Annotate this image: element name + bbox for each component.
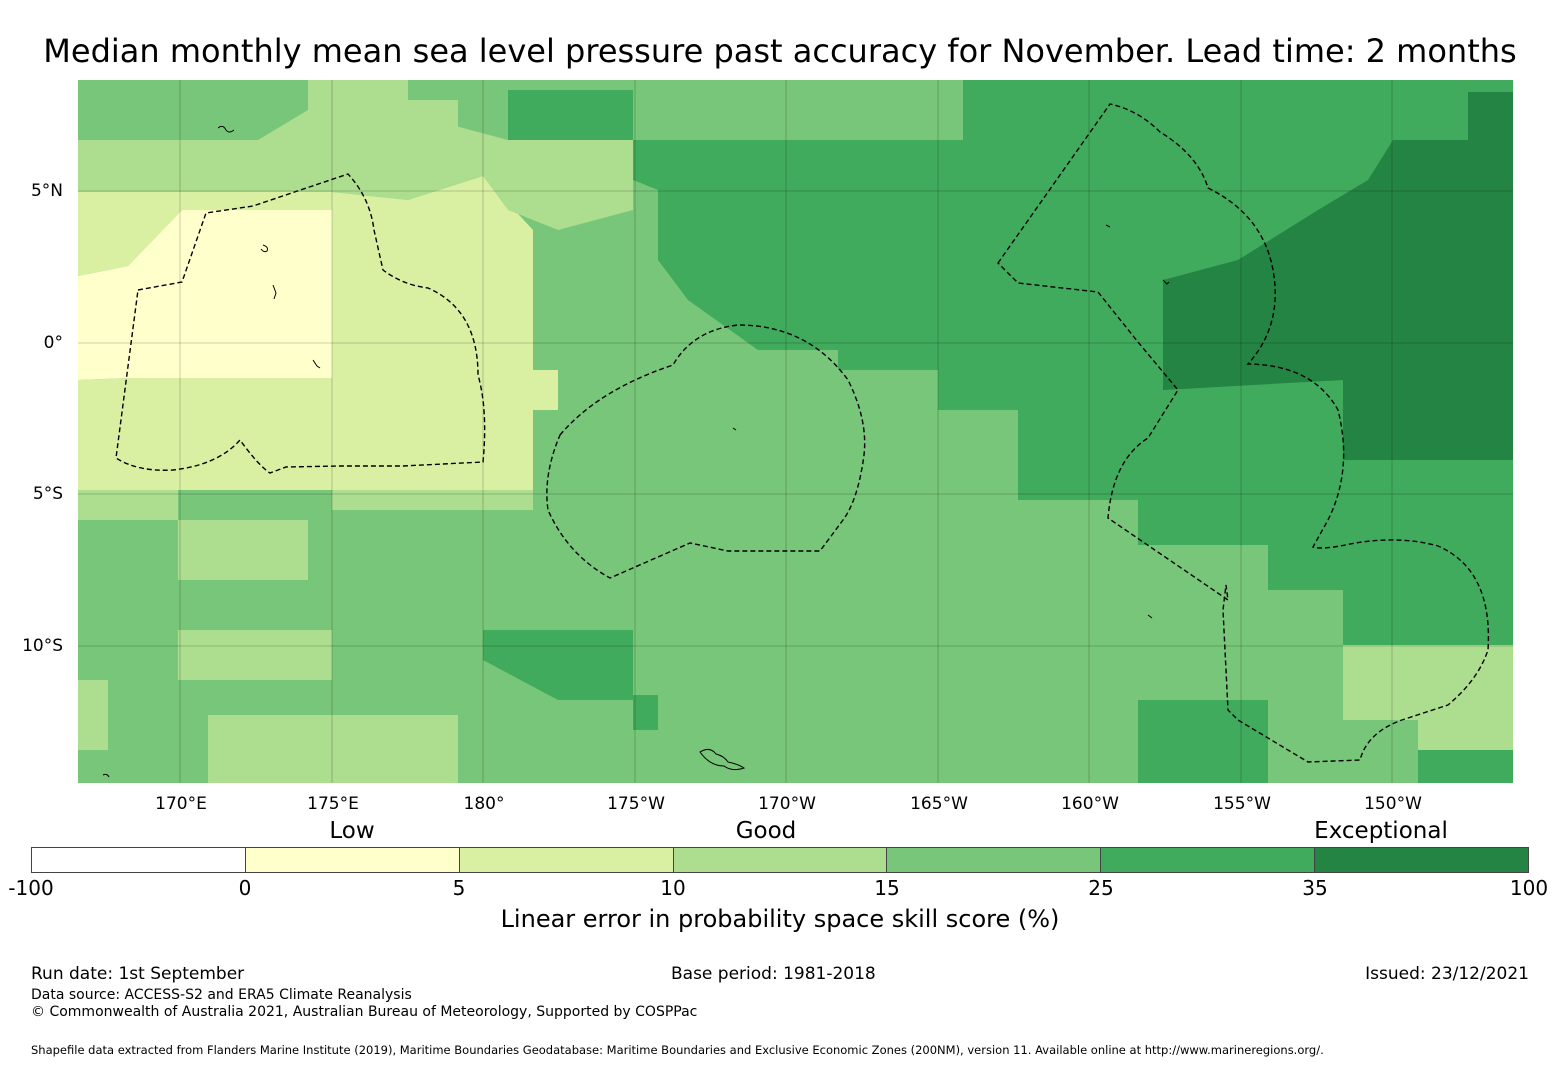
lon-label-165w: 165°W	[910, 794, 968, 814]
tick-label: -100	[8, 876, 54, 900]
lon-label-180: 180°	[463, 794, 505, 814]
region-25-35-d	[483, 630, 633, 700]
island-shape	[102, 773, 110, 778]
region-25-35-e	[633, 695, 658, 730]
region-low-0-5	[78, 210, 332, 380]
island-shape	[1147, 614, 1153, 619]
colorbar	[31, 847, 1529, 873]
region-5-10-a	[78, 176, 558, 510]
tick-label: 100	[1509, 876, 1549, 900]
islands	[102, 125, 1170, 778]
region-25-35-c	[1418, 750, 1513, 783]
colorbar-label: Linear error in probability space skill …	[500, 905, 1060, 933]
eez-kiribati-gilbert	[115, 173, 486, 474]
region-25-35-b	[1138, 700, 1268, 783]
eez-boundaries	[115, 103, 1490, 763]
colorbar-segment	[1315, 848, 1529, 872]
colorbar-segment	[245, 848, 460, 872]
tick-label: 25	[1088, 876, 1114, 900]
island-shape	[217, 125, 235, 133]
lon-label-150w: 150°W	[1364, 794, 1422, 814]
category-low: Low	[329, 818, 375, 844]
lon-label-175e: 175°E	[307, 794, 359, 814]
region-25-35-a	[508, 80, 1513, 645]
island-shape	[272, 284, 277, 300]
island-shape	[312, 359, 321, 369]
region-10-15-c	[78, 490, 533, 520]
lon-label-170e: 170°E	[155, 794, 207, 814]
island-shape	[1105, 224, 1111, 228]
eez-kiribati-line	[997, 103, 1490, 763]
region-10-15-g	[208, 715, 458, 783]
eez-tokelau	[546, 324, 866, 579]
island-shape	[699, 748, 746, 771]
region-10-15-b	[308, 80, 458, 140]
island-shape	[732, 427, 737, 431]
tick-label: 0	[238, 876, 252, 900]
lon-label-175w: 175°W	[607, 794, 665, 814]
region-10-15-d	[178, 520, 308, 580]
tick-label: 35	[1302, 876, 1328, 900]
tick-label: 10	[660, 876, 686, 900]
category-good: Good	[735, 818, 797, 844]
lon-label-170w: 170°W	[758, 794, 816, 814]
region-10-15-a	[78, 90, 633, 230]
colorbar-segment	[887, 848, 1102, 872]
region-10-15-f	[78, 680, 108, 750]
base-period: Base period: 1981-2018	[671, 964, 876, 984]
tick-label: 5	[452, 876, 466, 900]
lat-label-10s: 10°S	[22, 636, 63, 656]
lat-label-0: 0°	[43, 333, 63, 353]
colorbar-segment	[459, 848, 674, 872]
region-10-15-e	[178, 630, 332, 680]
island-shape	[1162, 279, 1170, 285]
graticule	[78, 80, 1513, 783]
colorbar-segment	[673, 848, 888, 872]
region-10-15-h	[1343, 645, 1513, 750]
lat-label-5s: 5°S	[32, 484, 63, 504]
data-source: Data source: ACCESS-S2 and ERA5 Climate …	[31, 987, 412, 1003]
lon-label-160w: 160°W	[1061, 794, 1119, 814]
colorbar-segment	[32, 848, 246, 872]
lat-label-5n: 5°N	[30, 181, 63, 201]
colorbar-segment	[1101, 848, 1316, 872]
copyright: © Commonwealth of Australia 2021, Austra…	[31, 1004, 698, 1020]
map-title: Median monthly mean sea level pressure p…	[43, 32, 1517, 70]
category-exceptional: Exceptional	[1314, 818, 1448, 844]
run-date: Run date: 1st September	[31, 964, 245, 984]
lon-label-155w: 155°W	[1213, 794, 1271, 814]
tick-label: 15	[874, 876, 900, 900]
region-35-100-a	[1163, 92, 1513, 460]
island-shape	[260, 244, 268, 253]
shapefile-credit: Shapefile data extracted from Flanders M…	[31, 1043, 1324, 1057]
issued-date: Issued: 23/12/2021	[1365, 964, 1529, 984]
skill-map	[78, 80, 1513, 783]
